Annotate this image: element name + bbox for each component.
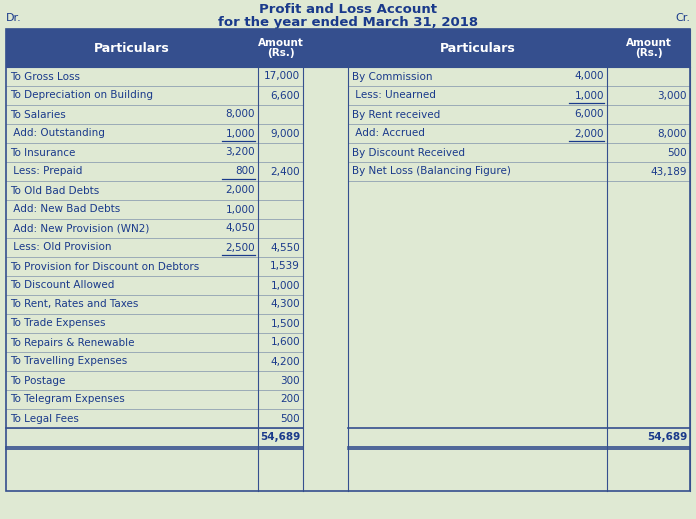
Text: Particulars: Particulars xyxy=(440,42,515,54)
Text: 1,539: 1,539 xyxy=(270,262,300,271)
Bar xyxy=(6,67,690,491)
Text: 8,000: 8,000 xyxy=(226,110,255,119)
Text: 1,000: 1,000 xyxy=(226,129,255,139)
Text: 6,600: 6,600 xyxy=(270,90,300,101)
Text: To Provision for Discount on Debtors: To Provision for Discount on Debtors xyxy=(10,262,199,271)
Text: 3,200: 3,200 xyxy=(226,147,255,157)
Text: By Discount Received: By Discount Received xyxy=(352,147,465,157)
Text: 54,689: 54,689 xyxy=(647,432,687,443)
Text: 1,000: 1,000 xyxy=(226,204,255,214)
Text: To Salaries: To Salaries xyxy=(10,110,65,119)
Text: By Commission: By Commission xyxy=(352,72,432,81)
Text: 1,000: 1,000 xyxy=(271,280,300,291)
Text: To Discount Allowed: To Discount Allowed xyxy=(10,280,114,291)
Text: To Legal Fees: To Legal Fees xyxy=(10,414,79,424)
Text: 4,550: 4,550 xyxy=(270,242,300,253)
Text: 1,500: 1,500 xyxy=(270,319,300,329)
Text: 800: 800 xyxy=(235,167,255,176)
Bar xyxy=(6,29,348,67)
Text: Amount: Amount xyxy=(258,38,303,48)
Text: To Postage: To Postage xyxy=(10,376,65,386)
Text: Less: Prepaid: Less: Prepaid xyxy=(10,167,82,176)
Text: To Telegram Expenses: To Telegram Expenses xyxy=(10,394,125,404)
Text: By Rent received: By Rent received xyxy=(352,110,441,119)
Text: 43,189: 43,189 xyxy=(651,167,687,176)
Text: To Travelling Expenses: To Travelling Expenses xyxy=(10,357,127,366)
Text: 1,600: 1,600 xyxy=(270,337,300,348)
Text: for the year ended March 31, 2018: for the year ended March 31, 2018 xyxy=(218,16,478,29)
Text: Profit and Loss Account: Profit and Loss Account xyxy=(259,3,437,16)
Text: 2,000: 2,000 xyxy=(226,185,255,196)
Text: To Depreciation on Building: To Depreciation on Building xyxy=(10,90,153,101)
Text: 17,000: 17,000 xyxy=(264,72,300,81)
Text: 8,000: 8,000 xyxy=(658,129,687,139)
Text: 2,500: 2,500 xyxy=(226,242,255,253)
Text: 300: 300 xyxy=(280,376,300,386)
Text: To Insurance: To Insurance xyxy=(10,147,75,157)
Text: 4,300: 4,300 xyxy=(270,299,300,309)
Text: 4,200: 4,200 xyxy=(270,357,300,366)
Text: 2,000: 2,000 xyxy=(574,129,604,139)
Text: Add: New Bad Debts: Add: New Bad Debts xyxy=(10,204,120,214)
Text: Add: Outstanding: Add: Outstanding xyxy=(10,129,105,139)
Text: 500: 500 xyxy=(667,147,687,157)
Text: 3,000: 3,000 xyxy=(658,90,687,101)
Text: To Trade Expenses: To Trade Expenses xyxy=(10,319,106,329)
Text: 200: 200 xyxy=(280,394,300,404)
Text: (Rs.): (Rs.) xyxy=(267,48,294,58)
Text: Dr.: Dr. xyxy=(6,13,22,23)
Text: By Net Loss (Balancing Figure): By Net Loss (Balancing Figure) xyxy=(352,167,511,176)
Text: To Rent, Rates and Taxes: To Rent, Rates and Taxes xyxy=(10,299,139,309)
Text: 4,050: 4,050 xyxy=(226,224,255,234)
Bar xyxy=(348,29,690,67)
Text: 500: 500 xyxy=(280,414,300,424)
Bar xyxy=(6,29,690,491)
Text: Amount: Amount xyxy=(626,38,672,48)
Text: 2,400: 2,400 xyxy=(270,167,300,176)
Text: To Gross Loss: To Gross Loss xyxy=(10,72,80,81)
Text: 4,000: 4,000 xyxy=(574,72,604,81)
Text: 9,000: 9,000 xyxy=(271,129,300,139)
Text: 1,000: 1,000 xyxy=(574,90,604,101)
Text: To Repairs & Renewable: To Repairs & Renewable xyxy=(10,337,134,348)
Text: To Old Bad Debts: To Old Bad Debts xyxy=(10,185,100,196)
Text: 54,689: 54,689 xyxy=(260,432,300,443)
Text: 6,000: 6,000 xyxy=(574,110,604,119)
Text: (Rs.): (Rs.) xyxy=(635,48,663,58)
Text: Particulars: Particulars xyxy=(94,42,170,54)
Text: Add: New Provision (WN2): Add: New Provision (WN2) xyxy=(10,224,150,234)
Text: Less: Unearned: Less: Unearned xyxy=(352,90,436,101)
Text: Less: Old Provision: Less: Old Provision xyxy=(10,242,111,253)
Text: Add: Accrued: Add: Accrued xyxy=(352,129,425,139)
Text: Cr.: Cr. xyxy=(675,13,690,23)
